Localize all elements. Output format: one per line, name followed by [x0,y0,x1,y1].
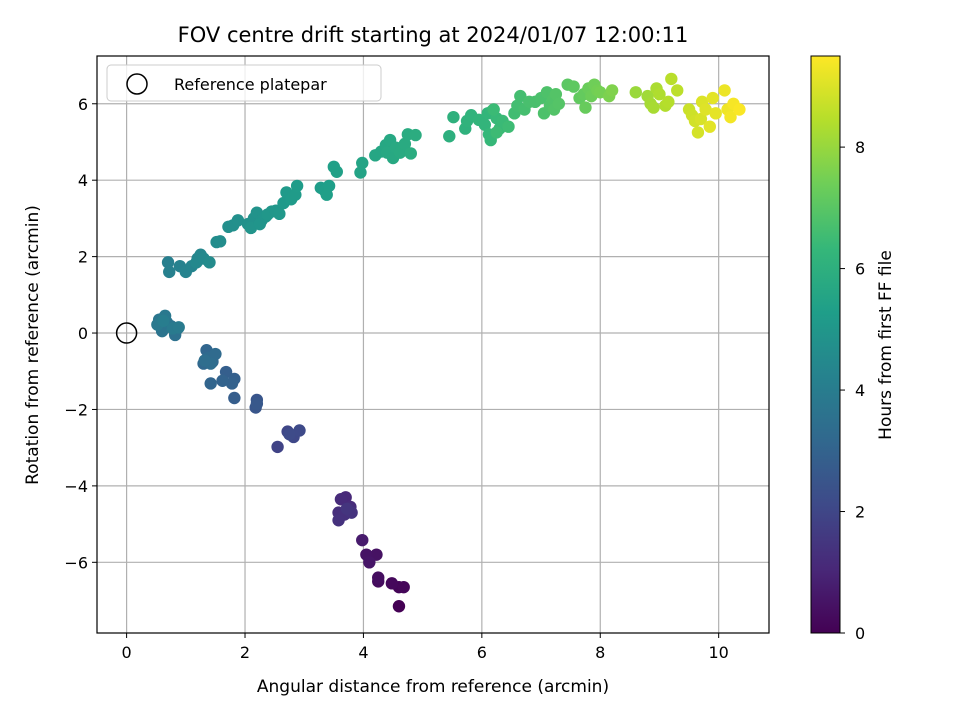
data-point [502,120,515,133]
data-point [567,80,580,93]
legend-box [106,64,382,102]
data-point [694,112,708,126]
data-point [372,571,385,584]
data-point [231,214,245,227]
data-point [203,256,216,269]
y-tick-label: −2 [64,400,88,419]
data-point [271,440,284,454]
y-tick-label: −6 [64,553,88,572]
data-point [334,493,348,506]
x-tick-label: 0 [122,643,132,662]
colorbar [810,55,841,634]
x-axis: 0 2 4 6 8 10 [122,633,729,662]
data-point [605,84,619,97]
colorbar-tick-label: 6 [855,260,865,279]
data-point [706,91,719,105]
data-point [225,377,239,390]
colorbar-tick-label: 8 [855,138,865,157]
data-point [157,314,170,328]
data-point [290,179,304,193]
data-point [320,188,333,201]
data-point [691,126,705,139]
data-point [733,103,746,116]
x-tick-label: 6 [477,643,487,662]
data-point [216,374,229,388]
plot-frame [96,55,770,634]
colorbar-tick-label: 2 [855,503,865,522]
colorbar-axis: 0 2 4 6 8 [840,138,865,643]
data-point [549,88,563,101]
data-point [662,95,675,109]
data-point [671,84,684,97]
data-point [385,577,399,590]
y-tick-label: 2 [78,248,88,267]
data-point [409,128,422,142]
data-point [443,130,456,143]
data-point [293,424,306,437]
legend: Reference platepar [106,64,382,102]
data-point [356,156,369,170]
data-point [478,118,492,131]
data-point [709,107,722,120]
data-point [398,137,412,151]
data-point [332,514,345,527]
reference-point [115,322,138,344]
data-point [490,126,503,139]
data-point [724,110,737,124]
data-point [718,84,731,97]
colorbar-label: Hours from first FF file [876,250,896,440]
data-point [172,321,185,334]
y-tick-label: 4 [78,171,88,190]
data-points [151,72,746,613]
data-point [213,235,227,248]
grid [97,56,769,633]
data-point [699,103,712,116]
colorbar-tick-label: 4 [855,381,865,400]
data-point [579,101,592,114]
x-tick-label: 4 [358,643,368,662]
data-point [653,88,666,101]
data-point [397,580,410,594]
data-point [356,533,369,547]
data-point [487,103,500,116]
colorbar-tick-label: 0 [855,624,865,643]
data-point [647,101,660,114]
data-point [330,165,343,178]
data-point [552,97,566,110]
y-axis-label: Rotation from reference (arcmin) [23,205,43,485]
data-point [514,89,527,103]
data-point [250,397,264,410]
data-point [228,391,241,405]
data-point [363,556,376,569]
legend-marker [126,73,148,95]
data-point [392,600,406,613]
data-point [198,354,211,367]
data-point [665,72,678,86]
y-tick-label: 0 [78,324,88,343]
data-point [204,377,217,390]
y-tick-label: −4 [64,477,88,496]
data-point [354,166,367,179]
x-tick-label: 2 [240,643,250,662]
y-axis: −6 −4 −2 0 2 4 6 [64,95,97,572]
y-tick-label: 6 [78,95,88,114]
data-point [209,347,222,361]
data-point [273,207,286,221]
data-point [161,256,175,269]
data-point [703,120,716,133]
data-point [340,502,354,516]
data-point [404,147,417,160]
data-point [629,86,642,99]
x-tick-label: 8 [595,643,605,662]
data-point [447,110,460,124]
data-point [283,428,296,441]
chart-title: FOV centre drift starting at 2024/01/07 … [178,23,689,47]
data-point [163,265,176,279]
legend-label: Reference platepar [174,75,327,94]
x-axis-label: Angular distance from reference (arcmin) [257,677,609,697]
x-tick-label: 10 [708,643,728,662]
